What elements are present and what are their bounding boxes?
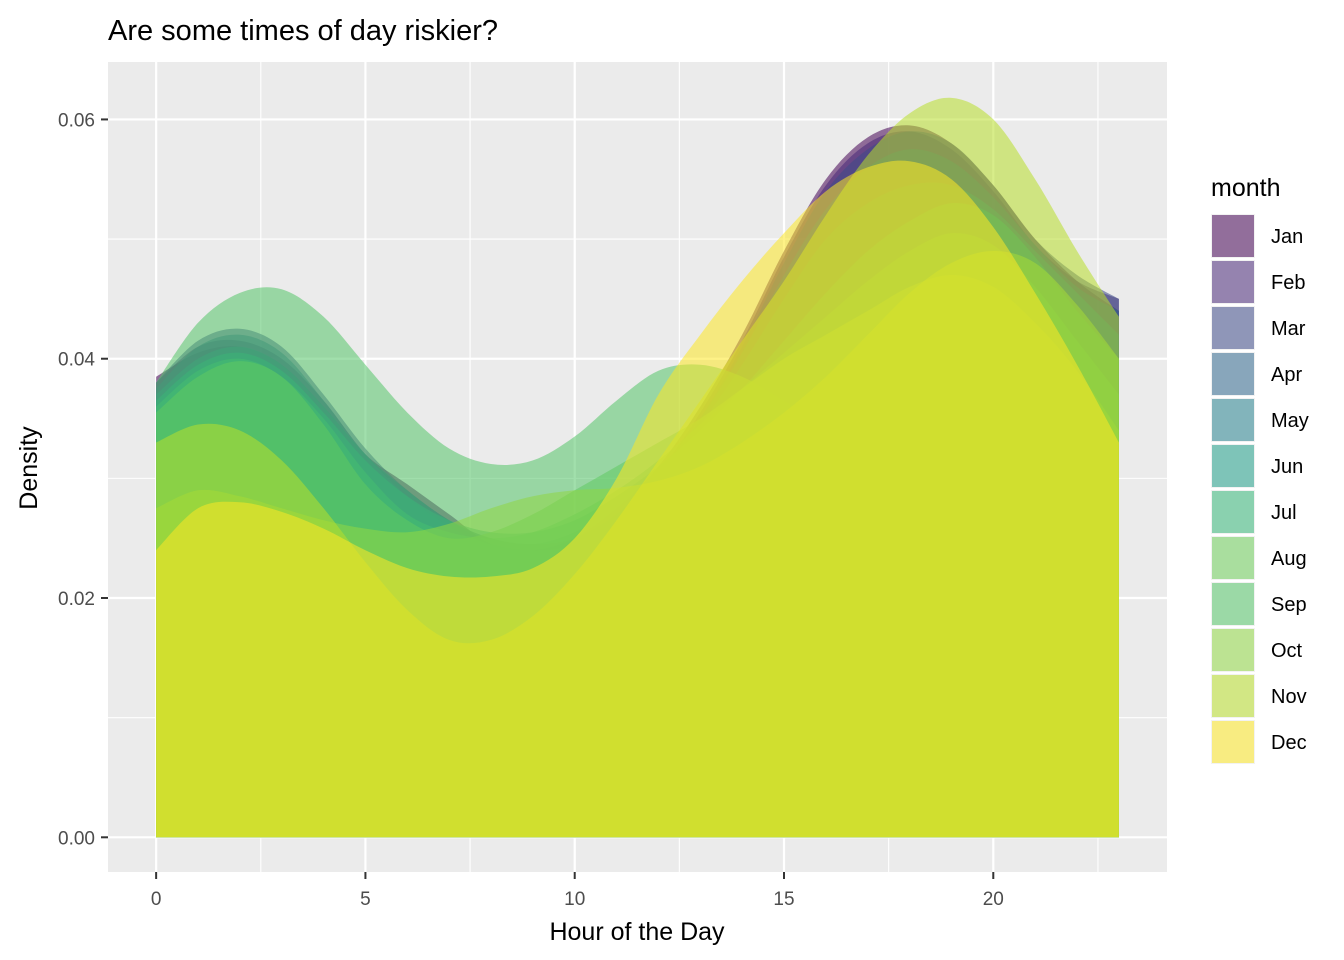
legend-swatch (1212, 445, 1254, 487)
legend-label: Jul (1271, 502, 1297, 524)
legend-label: Sep (1271, 594, 1307, 616)
density-area-dec (156, 160, 1119, 838)
legend-label: Mar (1271, 318, 1306, 340)
x-tick-label: 10 (564, 889, 585, 910)
y-tick-label: 0.04 (58, 350, 95, 371)
legend-title: month (1211, 174, 1280, 202)
legend-item-may: May (1211, 398, 1309, 442)
x-tick-labels: 0 5 10 15 20 (151, 889, 1004, 910)
legend-swatch (1212, 307, 1254, 349)
x-tick-label: 20 (983, 889, 1004, 910)
legend-item-jun: Jun (1211, 444, 1303, 488)
legend-label: Apr (1271, 364, 1302, 386)
y-tick-label: 0.06 (58, 110, 95, 131)
legend-item-nov: Nov (1211, 674, 1307, 718)
legend-label: Jan (1271, 226, 1303, 248)
x-tick-label: 0 (151, 889, 162, 910)
legend-swatch (1212, 399, 1254, 441)
legend-swatch (1212, 215, 1254, 257)
legend-item-sep: Sep (1211, 582, 1307, 626)
legend-item-dec: Dec (1211, 720, 1307, 764)
x-axis-title: Hour of the Day (549, 918, 725, 946)
legend-swatch (1212, 491, 1254, 533)
legend-swatch (1212, 353, 1254, 395)
legend-label: Jun (1271, 456, 1303, 478)
legend-label: Nov (1271, 686, 1307, 708)
legend: month Jan Feb Mar Apr May Jun Jul Aug Sep Oct Nov D… (1211, 174, 1309, 764)
legend-item-jan: Jan (1211, 214, 1303, 258)
legend-item-feb: Feb (1211, 260, 1305, 304)
legend-label: Oct (1271, 640, 1303, 662)
legend-swatch (1212, 721, 1254, 763)
x-tick-label: 15 (773, 889, 794, 910)
legend-item-mar: Mar (1211, 306, 1306, 350)
legend-swatch (1212, 583, 1254, 625)
y-tick-label: 0.02 (58, 589, 95, 610)
legend-item-jul: Jul (1211, 490, 1297, 534)
y-tick-labels: 0.00 0.02 0.04 0.06 (58, 110, 95, 849)
legend-swatch (1212, 537, 1254, 579)
axis-ticks (101, 118, 995, 879)
legend-label: Dec (1271, 732, 1307, 754)
x-tick-label: 5 (360, 889, 371, 910)
legend-swatch (1212, 675, 1254, 717)
legend-item-oct: Oct (1211, 628, 1303, 672)
chart-title: Are some times of day riskier? (108, 15, 498, 47)
legend-label: May (1271, 410, 1309, 432)
y-axis-title: Density (15, 426, 43, 510)
legend-label: Aug (1271, 548, 1307, 570)
legend-swatch (1212, 629, 1254, 671)
legend-label: Feb (1271, 272, 1305, 294)
legend-swatch (1212, 261, 1254, 303)
density-areas (156, 97, 1119, 838)
y-tick-label: 0.00 (58, 828, 95, 849)
legend-items: Jan Feb Mar Apr May Jun Jul Aug Sep Oct Nov Dec (1211, 214, 1309, 764)
legend-item-apr: Apr (1211, 352, 1302, 396)
legend-item-aug: Aug (1211, 536, 1307, 580)
